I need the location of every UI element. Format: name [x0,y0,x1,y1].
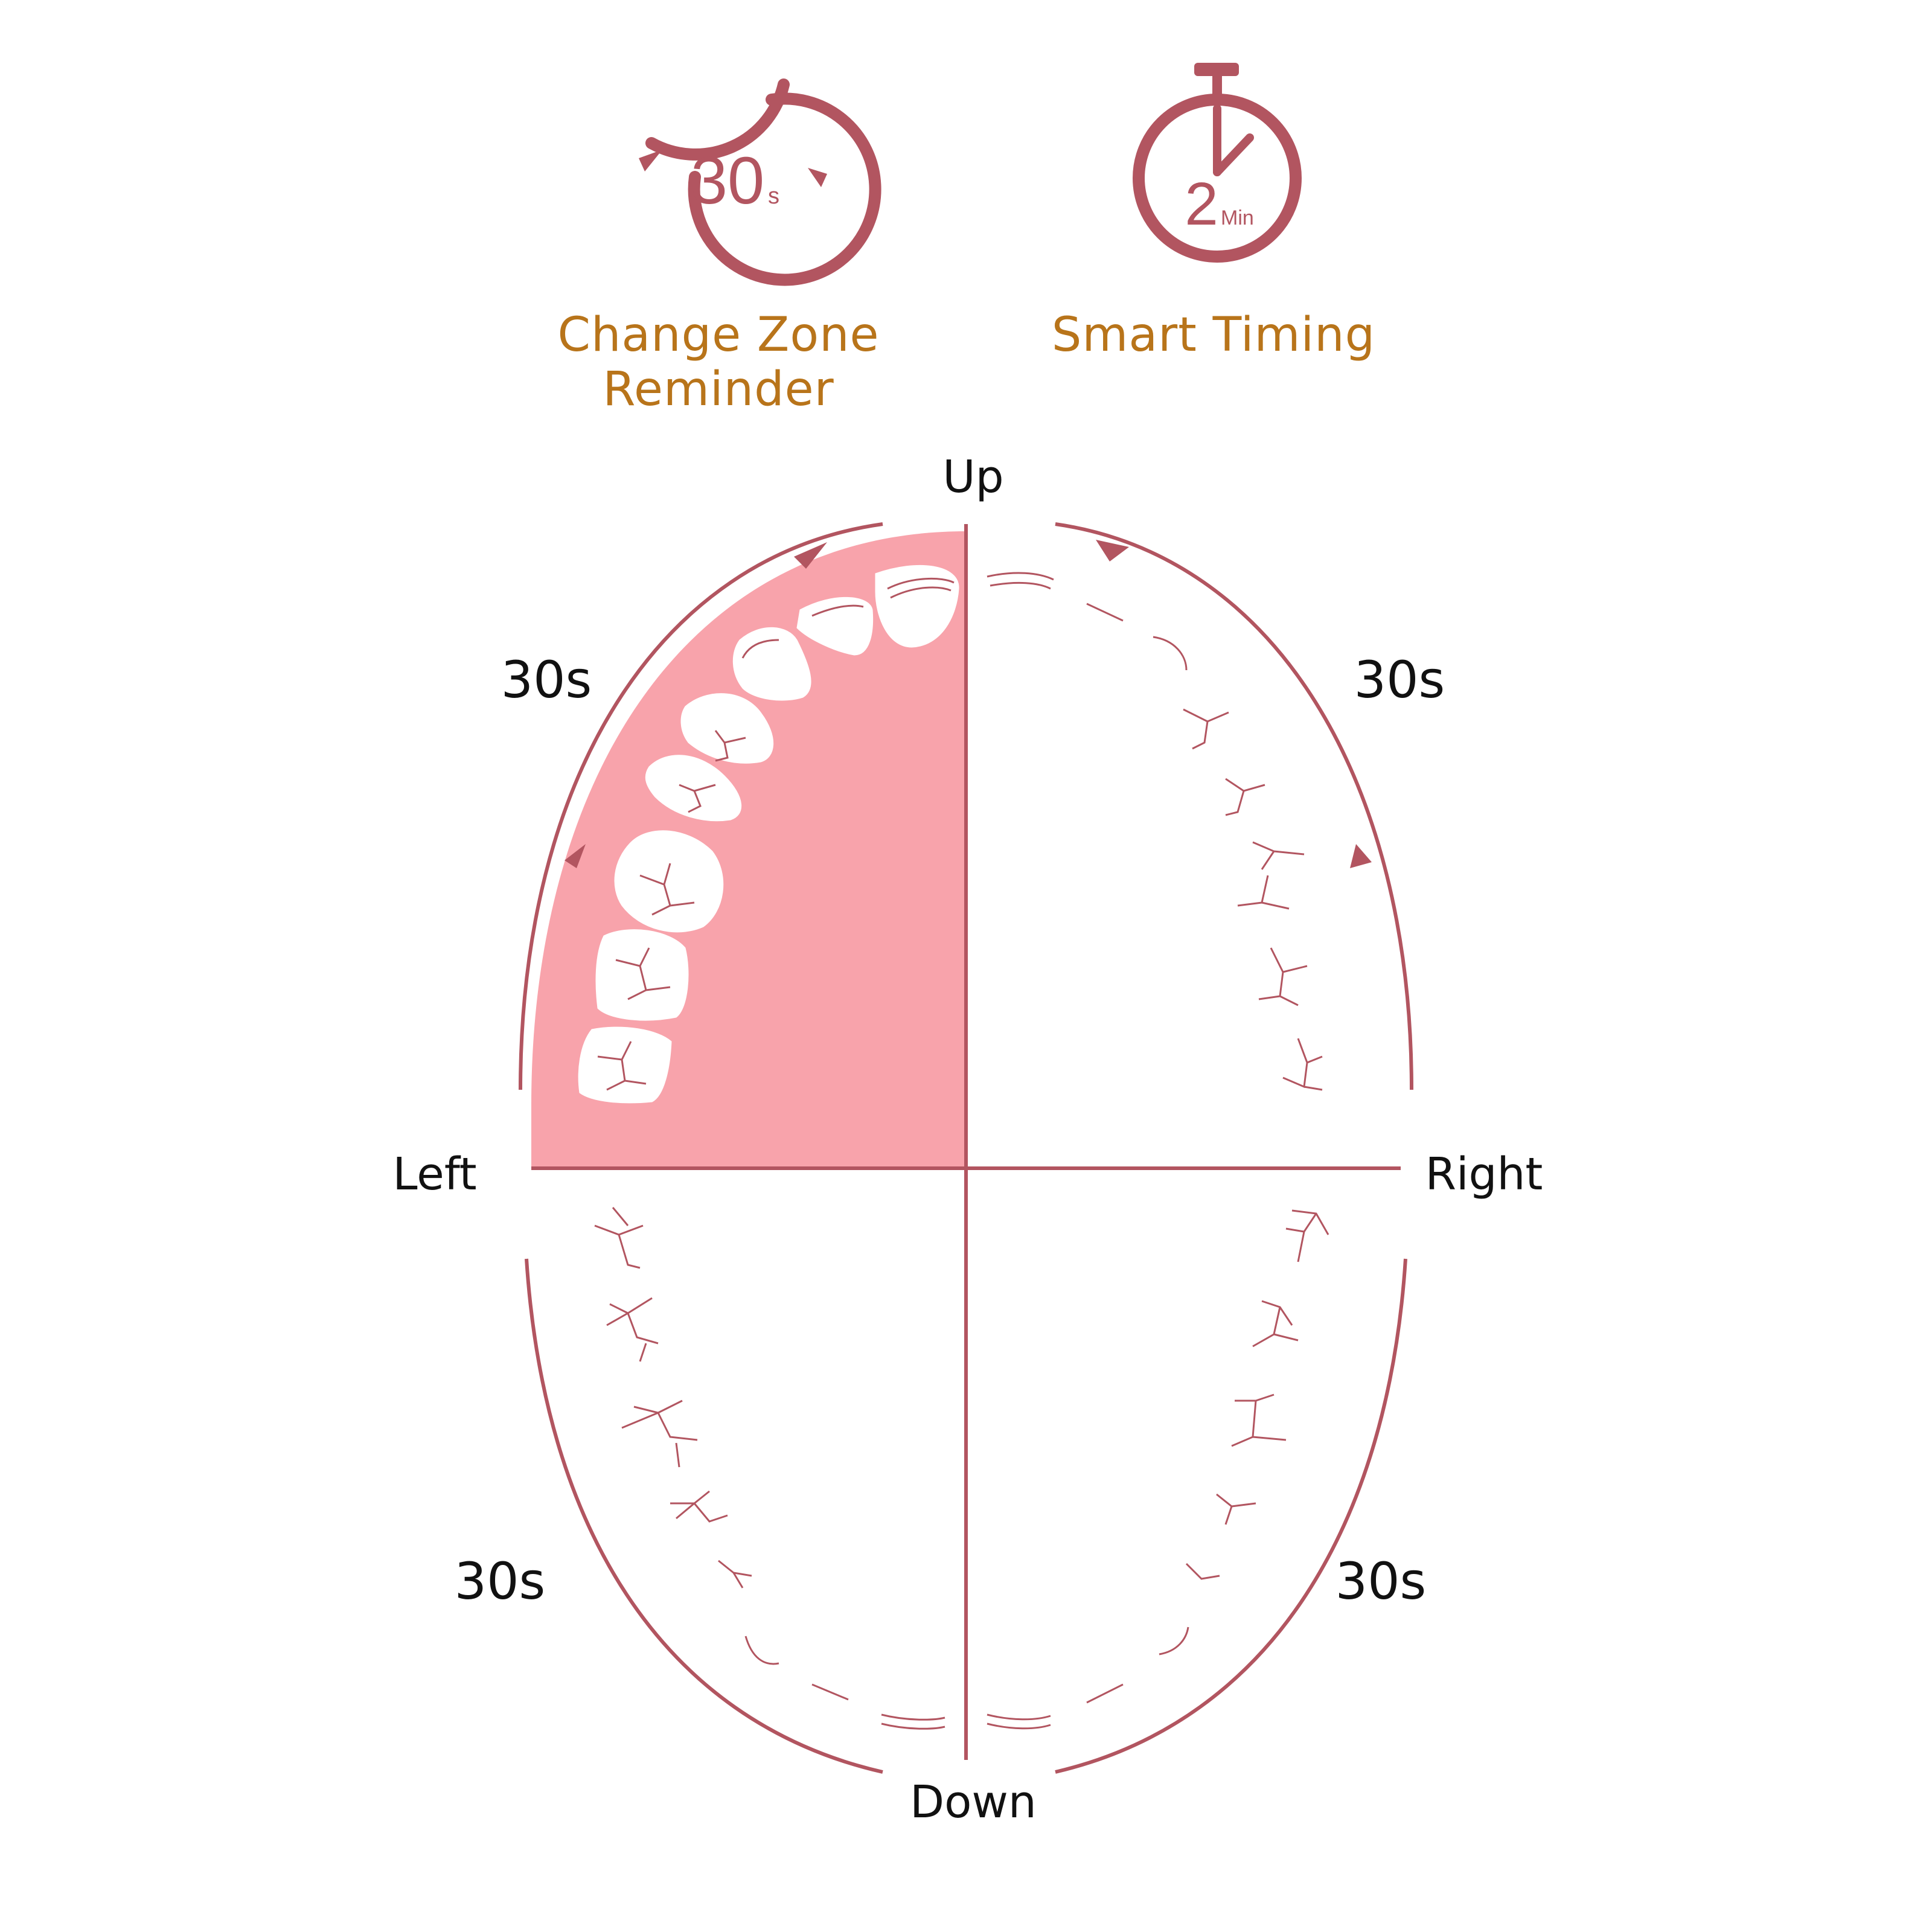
upper-left-teeth-details [597,578,955,1091]
time-lower-right: 30s [1335,1552,1427,1611]
stopwatch-icon-number: 2 [1185,170,1218,238]
arrow-up-right-lower [1350,844,1372,868]
label-left: Left [392,1148,476,1200]
lower-right-arc [1055,1258,1407,1774]
time-upper-left: 30s [501,650,592,709]
arrow-up-right-upper [1096,540,1129,561]
stopwatch-2min-icon: 2 Min [1133,63,1302,263]
feature-label: Change Zone Reminder [557,308,880,417]
stopwatch-icon-unit: Min [1221,206,1254,229]
arrow-up-left-lower [565,844,586,868]
arrow-up-left-upper [794,542,827,569]
upper-right-teeth-outline [987,572,1323,1091]
lower-right-teeth-outline [987,1209,1329,1730]
upper-left-teeth [578,565,959,1104]
label-down: Down [910,1776,1037,1828]
time-lower-left: 30s [455,1552,546,1611]
feature-smart-timing: 2 Min Smart Timing [978,0,1521,423]
feature-label: Smart Timing [1051,308,1376,362]
time-upper-right: 30s [1354,650,1445,709]
lower-left-teeth-outline [594,1207,945,1730]
lower-left-arc [525,1258,883,1774]
label-up: Up [942,451,1003,503]
label-right: Right [1425,1148,1543,1200]
upper-right-arc [1055,522,1413,1090]
feature-change-zone-reminder: 30 s Change Zone Reminder [447,0,990,423]
upper-left-arc [519,522,883,1090]
cycle-icon-number: 30 [691,144,764,218]
cycle-30s-icon: 30 s [639,78,881,286]
cycle-icon-unit: s [768,184,779,209]
